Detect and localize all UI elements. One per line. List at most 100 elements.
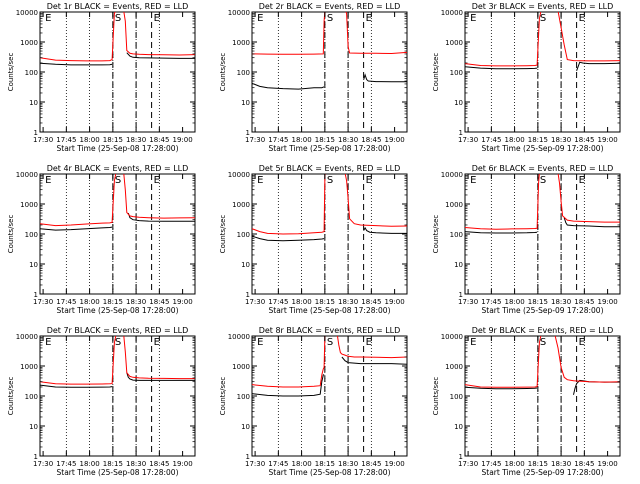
y-tick-label: 10000 bbox=[16, 333, 38, 341]
x-tick-label: 18:00 bbox=[292, 298, 312, 306]
y-axis-label: Counts/sec bbox=[432, 377, 440, 416]
x-tick-label: 18:45 bbox=[574, 460, 594, 468]
y-tick-label: 10 bbox=[241, 99, 250, 107]
x-axis-label: Start Time (25-Sep-08 17:28:00) bbox=[269, 468, 391, 477]
series-line-lld bbox=[345, 12, 407, 55]
y-tick-label: 10000 bbox=[16, 171, 38, 179]
x-tick-label: 18:00 bbox=[292, 460, 312, 468]
chart-panel-3: Det 3r BLACK = Events, RED = LLD E S E 1 10 10… bbox=[432, 2, 621, 153]
series-line-lld bbox=[40, 336, 117, 385]
y-tick-label: 10 bbox=[241, 261, 250, 269]
marker-label: E bbox=[579, 337, 585, 348]
y-tick-label: 1000 bbox=[445, 201, 463, 209]
chart-panel-2: Det 2r BLACK = Events, RED = LLD E S E 1 10 10… bbox=[219, 2, 408, 153]
plot-frame bbox=[39, 173, 196, 295]
x-tick-label: 19:00 bbox=[173, 136, 193, 144]
x-axis-label: Start Time (25-Sep-08 17:28:00) bbox=[57, 144, 179, 153]
marker-label: E bbox=[257, 337, 263, 348]
y-tick-label: 1 bbox=[34, 129, 38, 137]
y-tick-label: 10000 bbox=[228, 9, 250, 17]
x-tick-label: 18:00 bbox=[80, 298, 100, 306]
x-tick-label: 18:00 bbox=[80, 460, 100, 468]
panel-title: Det 7r BLACK = Events, RED = LLD bbox=[47, 326, 189, 335]
series-line-events bbox=[363, 226, 407, 234]
series-line-lld bbox=[465, 336, 542, 388]
marker-label: E bbox=[366, 337, 372, 348]
y-tick-label: 1 bbox=[459, 453, 463, 461]
y-tick-label: 10 bbox=[454, 99, 463, 107]
y-tick-label: 100 bbox=[25, 393, 38, 401]
x-tick-label: 17:30 bbox=[33, 298, 53, 306]
y-tick-label: 10 bbox=[29, 423, 38, 431]
series-line-events bbox=[252, 235, 325, 242]
x-tick-label: 17:30 bbox=[245, 460, 265, 468]
series-line-events bbox=[363, 73, 407, 83]
marker-label: S bbox=[327, 337, 333, 348]
y-tick-label: 100 bbox=[25, 231, 38, 239]
x-tick-label: 19:00 bbox=[385, 298, 405, 306]
x-tick-label: 17:30 bbox=[33, 136, 53, 144]
x-tick-label: 17:30 bbox=[458, 460, 478, 468]
x-tick-label: 18:30 bbox=[551, 460, 571, 468]
x-tick-label: 17:30 bbox=[245, 136, 265, 144]
series-line-lld bbox=[123, 336, 195, 380]
plot-frame bbox=[39, 11, 196, 133]
marker-label: E bbox=[579, 13, 585, 24]
x-tick-label: 18:45 bbox=[361, 298, 381, 306]
x-tick-label: 18:15 bbox=[528, 136, 548, 144]
x-tick-label: 18:30 bbox=[338, 460, 358, 468]
marker-label: S bbox=[327, 175, 333, 186]
y-tick-label: 10000 bbox=[441, 333, 463, 341]
x-tick-label: 19:00 bbox=[598, 136, 618, 144]
y-tick-label: 100 bbox=[237, 69, 250, 77]
marker-label: E bbox=[579, 175, 585, 186]
x-axis-label: Start Time (25-Sep-09 17:28:00) bbox=[482, 468, 604, 477]
plot-frame bbox=[464, 335, 621, 457]
series-line-events bbox=[573, 379, 620, 395]
y-tick-label: 10000 bbox=[441, 171, 463, 179]
panel-title: Det 9r BLACK = Events, RED = LLD bbox=[472, 326, 614, 335]
series-group bbox=[40, 174, 195, 231]
marker-label: S bbox=[540, 175, 546, 186]
marker-label: E bbox=[257, 13, 263, 24]
y-tick-label: 1000 bbox=[20, 363, 38, 371]
marker-label: E bbox=[154, 175, 160, 186]
y-tick-label: 1 bbox=[459, 291, 463, 299]
y-axis-label: Counts/sec bbox=[7, 215, 15, 254]
x-tick-label: 17:45 bbox=[481, 136, 501, 144]
marker-label: E bbox=[470, 175, 476, 186]
series-group bbox=[40, 12, 195, 66]
y-tick-label: 10000 bbox=[16, 9, 38, 17]
plot-frame bbox=[464, 11, 621, 133]
y-tick-label: 10 bbox=[241, 423, 250, 431]
chart-panel-6: Det 6r BLACK = Events, RED = LLD E S E 1 10 10… bbox=[432, 164, 621, 315]
series-line-events bbox=[576, 61, 620, 71]
x-axis-label: Start Time (25-Sep-08 17:28:00) bbox=[269, 144, 391, 153]
marker-label: E bbox=[366, 13, 372, 24]
y-tick-label: 1 bbox=[34, 453, 38, 461]
series-line-events bbox=[126, 52, 195, 59]
series-line-lld bbox=[336, 336, 407, 359]
marker-label: S bbox=[540, 337, 546, 348]
y-tick-label: 1 bbox=[459, 129, 463, 137]
series-line-events bbox=[465, 231, 538, 234]
x-tick-label: 18:00 bbox=[292, 136, 312, 144]
y-axis-label: Counts/sec bbox=[432, 53, 440, 92]
series-line-events bbox=[127, 212, 195, 222]
chart-panel-9: Det 9r BLACK = Events, RED = LLD E S E 1 10 10… bbox=[432, 326, 621, 477]
series-line-events bbox=[465, 66, 538, 70]
x-tick-label: 18:30 bbox=[551, 298, 571, 306]
y-axis-label: Counts/sec bbox=[432, 215, 440, 254]
x-tick-label: 18:45 bbox=[361, 136, 381, 144]
series-line-events bbox=[252, 82, 325, 90]
x-tick-label: 18:45 bbox=[149, 136, 169, 144]
x-axis-label: Start Time (25-Sep-08 17:28:00) bbox=[57, 306, 179, 315]
series-line-events bbox=[40, 226, 113, 231]
y-tick-label: 1 bbox=[246, 291, 250, 299]
series-line-events bbox=[563, 217, 620, 228]
series-group bbox=[465, 12, 620, 71]
y-tick-label: 100 bbox=[25, 69, 38, 77]
y-tick-label: 100 bbox=[450, 393, 463, 401]
marker-label: E bbox=[154, 337, 160, 348]
